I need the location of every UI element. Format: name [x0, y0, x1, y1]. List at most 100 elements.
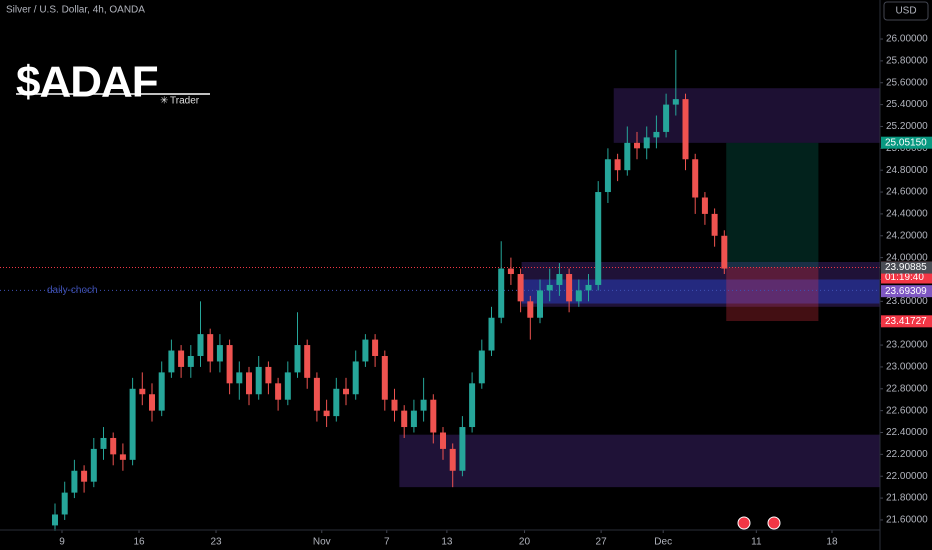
y-tick-label: 22.80000	[886, 383, 928, 394]
candle-body	[226, 345, 233, 384]
zone	[726, 142, 819, 268]
price-label: 25.05150	[885, 137, 927, 148]
y-tick-label: 21.60000	[886, 515, 928, 526]
price-label-box	[881, 315, 932, 328]
candle-body	[604, 159, 611, 193]
candle-body	[61, 492, 68, 515]
y-tick-label: 23.20000	[886, 340, 928, 351]
candle-body	[119, 454, 126, 460]
currency-box[interactable]	[883, 1, 929, 21]
candle-body	[488, 317, 495, 351]
candle-body	[556, 274, 563, 285]
price-label: 23.90885	[885, 262, 927, 273]
x-tick-label: 16	[133, 537, 145, 548]
y-tick-label: 22.60000	[886, 405, 928, 416]
candle-body	[343, 388, 350, 395]
candle-body	[100, 437, 107, 449]
candle-body	[362, 339, 369, 362]
candle-body	[352, 361, 359, 395]
candle-body	[265, 366, 272, 384]
candle-body	[711, 213, 718, 236]
level-label: daily-choch	[47, 285, 98, 296]
event-icon[interactable]	[737, 516, 751, 530]
price-label: 23.69309	[885, 286, 927, 297]
logo-tag: Trader	[170, 96, 200, 107]
candle-body	[149, 394, 156, 411]
candle-body	[381, 355, 388, 400]
x-tick-label: Nov	[313, 537, 331, 548]
candle-body	[139, 388, 146, 395]
candle-body	[275, 383, 282, 400]
zone	[521, 279, 880, 304]
candle-body	[71, 470, 78, 493]
y-tick-label: 24.60000	[886, 187, 928, 198]
candle-body	[643, 137, 650, 149]
countdown: 01:19:40	[885, 272, 924, 283]
candle-body	[110, 437, 117, 455]
candle-body	[207, 334, 214, 362]
zones: daily-choch	[0, 88, 880, 488]
candle-body	[401, 410, 408, 428]
candle-body	[246, 372, 253, 395]
candle-body	[517, 274, 524, 302]
candle-body	[294, 345, 301, 373]
candle-body	[634, 142, 641, 149]
price-label-box	[881, 136, 932, 149]
candle-body	[721, 235, 728, 269]
candle-body	[440, 432, 447, 449]
y-tick-label: 24.40000	[886, 209, 928, 220]
zone	[399, 434, 880, 488]
x-tick-label: 9	[59, 537, 65, 548]
candle-body	[168, 350, 175, 373]
candle-body	[216, 345, 223, 362]
candle-body	[653, 131, 660, 138]
candle-body	[672, 99, 679, 105]
event-icon[interactable]	[767, 516, 781, 530]
y-tick-label: 25.80000	[886, 56, 928, 67]
candle-body	[52, 514, 58, 526]
y-tick-label: 25.20000	[886, 121, 928, 132]
candle-body	[90, 448, 97, 482]
candle-body	[313, 377, 320, 411]
price-label-box	[881, 261, 932, 274]
candle-body	[187, 355, 194, 367]
x-tick-label: 7	[384, 537, 390, 548]
candle-body	[391, 399, 398, 411]
candle-body	[575, 290, 582, 302]
candle-body	[129, 388, 136, 460]
candle-body	[158, 372, 165, 411]
x-tick-label: Dec	[654, 537, 672, 548]
candle-body	[197, 334, 204, 356]
currency[interactable]: USD	[895, 6, 916, 17]
y-tick-label: 24.20000	[886, 230, 928, 241]
candle-body	[255, 366, 262, 395]
candle-body	[178, 350, 185, 367]
candle-body	[81, 470, 88, 482]
candle-body	[595, 192, 602, 285]
candle-body	[498, 268, 505, 318]
y-tick-label: 24.80000	[886, 165, 928, 176]
y-tick-label: 25.60000	[886, 77, 928, 88]
x-tick-label: 13	[441, 537, 453, 548]
candle-body	[537, 290, 544, 318]
y-tick-label: 22.20000	[886, 449, 928, 460]
candle-body	[284, 372, 291, 400]
candle-body	[323, 410, 330, 417]
candle-body	[701, 197, 708, 214]
candle-body	[478, 350, 485, 384]
candle-body	[507, 268, 514, 275]
x-tick-label: 20	[519, 537, 531, 548]
candle-body	[420, 399, 427, 411]
candle-body	[304, 345, 311, 378]
price-label: 23.41727	[885, 316, 927, 327]
candle-body	[410, 410, 417, 428]
symbol-title: Silver / U.S. Dollar, 4h, OANDA	[6, 5, 145, 16]
logo-star: ✳	[160, 96, 168, 107]
candle-body	[585, 284, 592, 291]
y-tick-label: 25.40000	[886, 99, 928, 110]
candle-body	[236, 372, 243, 384]
price-label-box	[881, 285, 932, 298]
y-tick-label: 23.60000	[886, 296, 928, 307]
y-tick-label: 23.00000	[886, 362, 928, 373]
